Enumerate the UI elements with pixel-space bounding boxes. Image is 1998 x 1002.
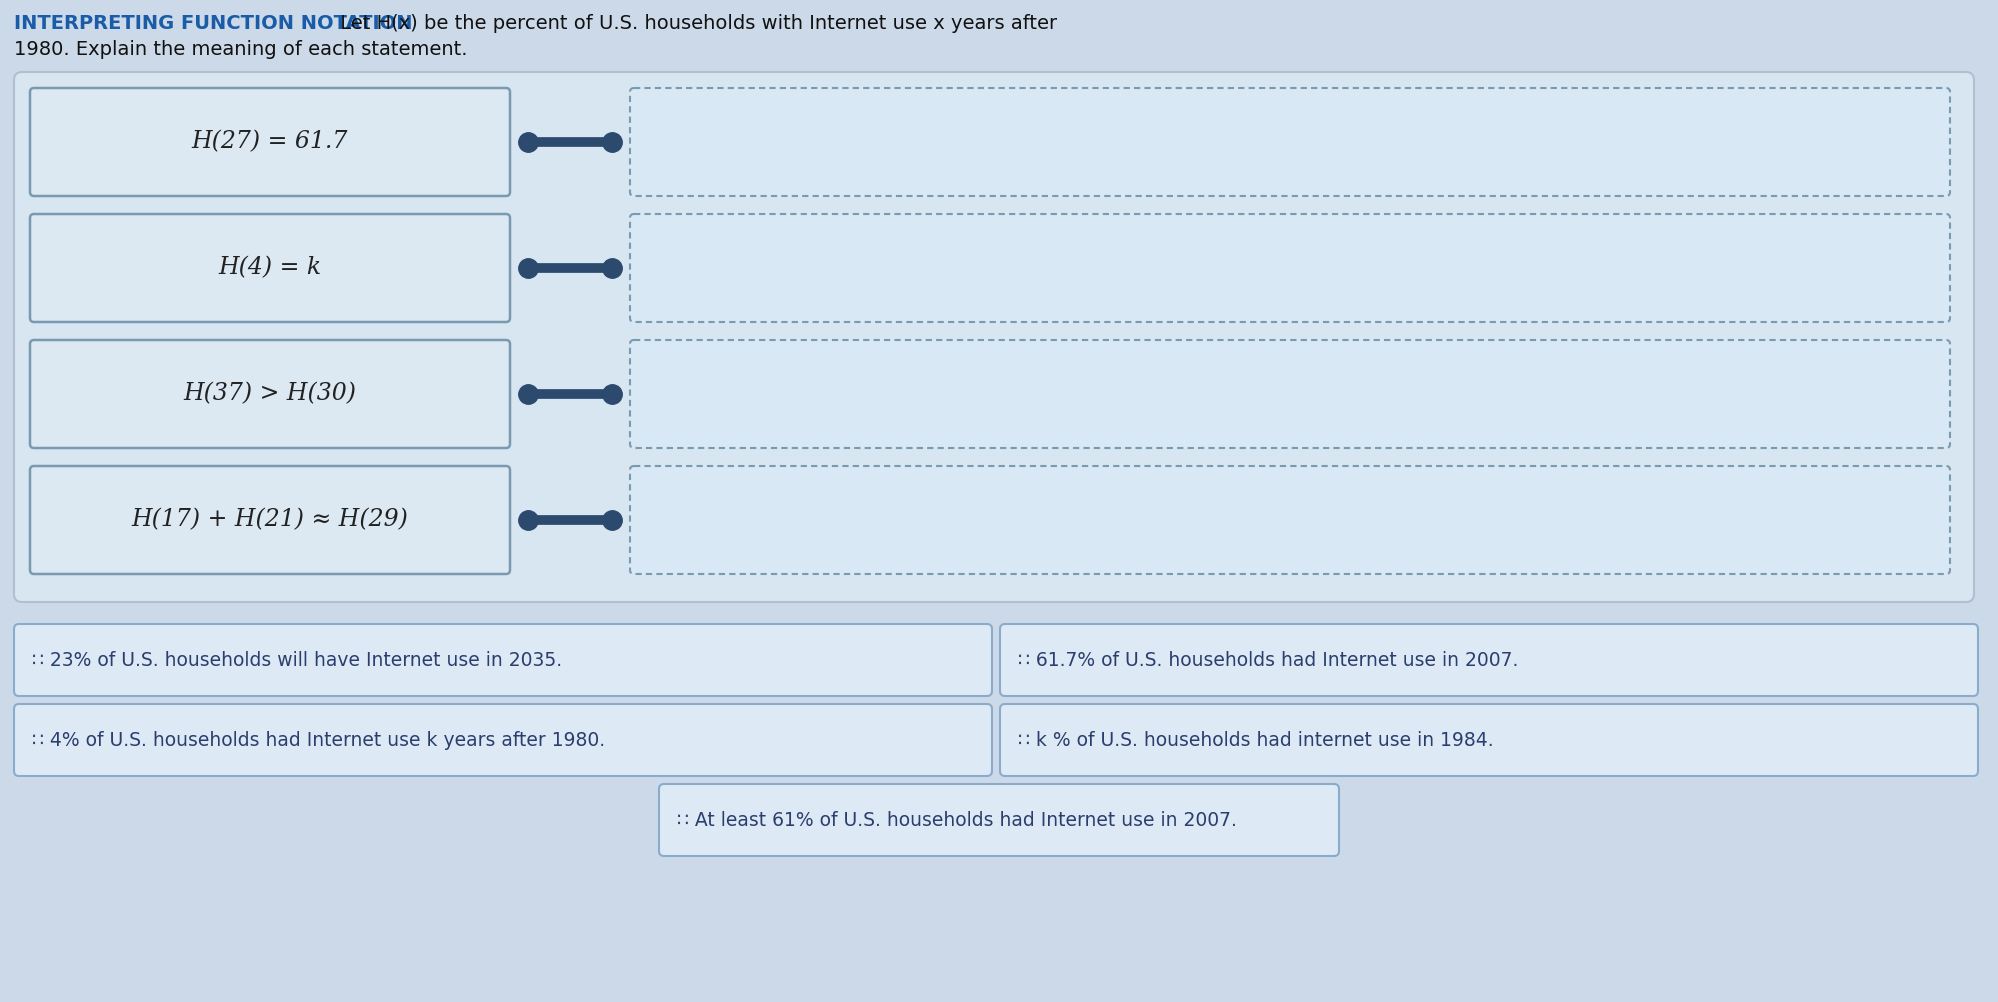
FancyBboxPatch shape [14,72,1974,602]
FancyBboxPatch shape [14,704,991,776]
FancyBboxPatch shape [30,340,509,448]
FancyBboxPatch shape [14,624,991,696]
Text: H(4) = k: H(4) = k [218,257,322,280]
Text: ∷ 61.7% of U.S. households had Internet use in 2007.: ∷ 61.7% of U.S. households had Internet … [1019,650,1518,669]
Text: ∷ At least 61% of U.S. households had Internet use in 2007.: ∷ At least 61% of U.S. households had In… [677,811,1237,830]
Text: Let H(x) be the percent of U.S. households with Internet use x years after: Let H(x) be the percent of U.S. househol… [334,14,1057,33]
FancyBboxPatch shape [629,466,1950,574]
Text: 1980. Explain the meaning of each statement.: 1980. Explain the meaning of each statem… [14,40,468,59]
Text: ∷ k % of U.S. households had internet use in 1984.: ∷ k % of U.S. households had internet us… [1019,730,1495,749]
FancyBboxPatch shape [629,214,1950,322]
Text: H(37) > H(30): H(37) > H(30) [184,383,356,406]
FancyBboxPatch shape [629,88,1950,196]
FancyBboxPatch shape [30,214,509,322]
FancyBboxPatch shape [629,340,1950,448]
FancyBboxPatch shape [659,784,1339,856]
FancyBboxPatch shape [30,466,509,574]
FancyBboxPatch shape [30,88,509,196]
Text: INTERPRETING FUNCTION NOTATION: INTERPRETING FUNCTION NOTATION [14,14,412,33]
Text: H(27) = 61.7: H(27) = 61.7 [192,130,348,153]
FancyBboxPatch shape [1001,704,1978,776]
Text: H(17) + H(21) ≈ H(29): H(17) + H(21) ≈ H(29) [132,508,408,531]
Text: ∷ 4% of U.S. households had Internet use k years after 1980.: ∷ 4% of U.S. households had Internet use… [32,730,605,749]
FancyBboxPatch shape [1001,624,1978,696]
Text: ∷ 23% of U.S. households will have Internet use in 2035.: ∷ 23% of U.S. households will have Inter… [32,650,561,669]
